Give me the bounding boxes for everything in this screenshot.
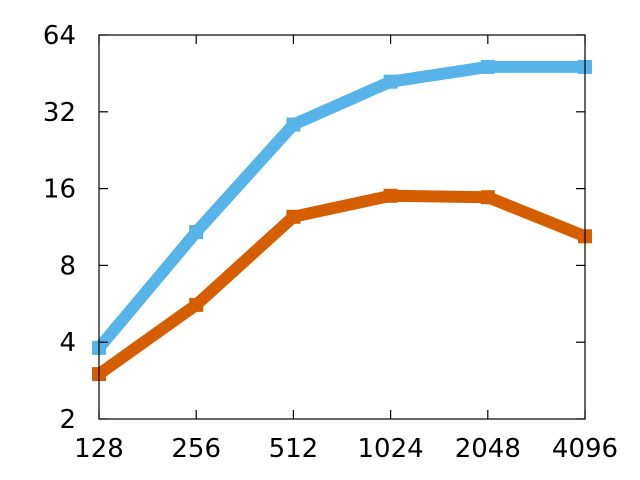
- plot-frame: [98, 34, 586, 420]
- x-tick-label: 512: [269, 434, 319, 464]
- series-1-point: [480, 59, 495, 74]
- y-tick-label: 8: [59, 251, 76, 281]
- series-layer: [92, 59, 592, 382]
- y-tick-label: 64: [43, 21, 76, 51]
- series-2-point: [286, 209, 301, 224]
- series-2-line: [95, 189, 588, 379]
- y-tick-label: 32: [43, 98, 76, 128]
- series-2-point: [480, 190, 495, 205]
- y-tick-label: 4: [59, 328, 76, 358]
- series-1-point: [383, 74, 398, 89]
- y-tick-label: 16: [43, 175, 76, 205]
- series-1-line: [94, 60, 585, 352]
- tick-layer: [98, 34, 586, 420]
- x-tick-label: 2048: [455, 434, 521, 464]
- series-2-point: [189, 297, 204, 312]
- y-tick-label: 2: [59, 405, 76, 435]
- series-2-point: [383, 188, 398, 203]
- series-1-point: [286, 117, 301, 132]
- x-tick-label: 128: [74, 434, 124, 464]
- x-tick-label: 256: [171, 434, 221, 464]
- x-tick-label: 4096: [552, 434, 618, 464]
- tick-label-layer: 128 256 512 1024 2048 4096 2 4 8 16 32 64: [43, 21, 618, 464]
- x-tick-label: 1024: [358, 434, 424, 464]
- series-1-point: [189, 225, 204, 240]
